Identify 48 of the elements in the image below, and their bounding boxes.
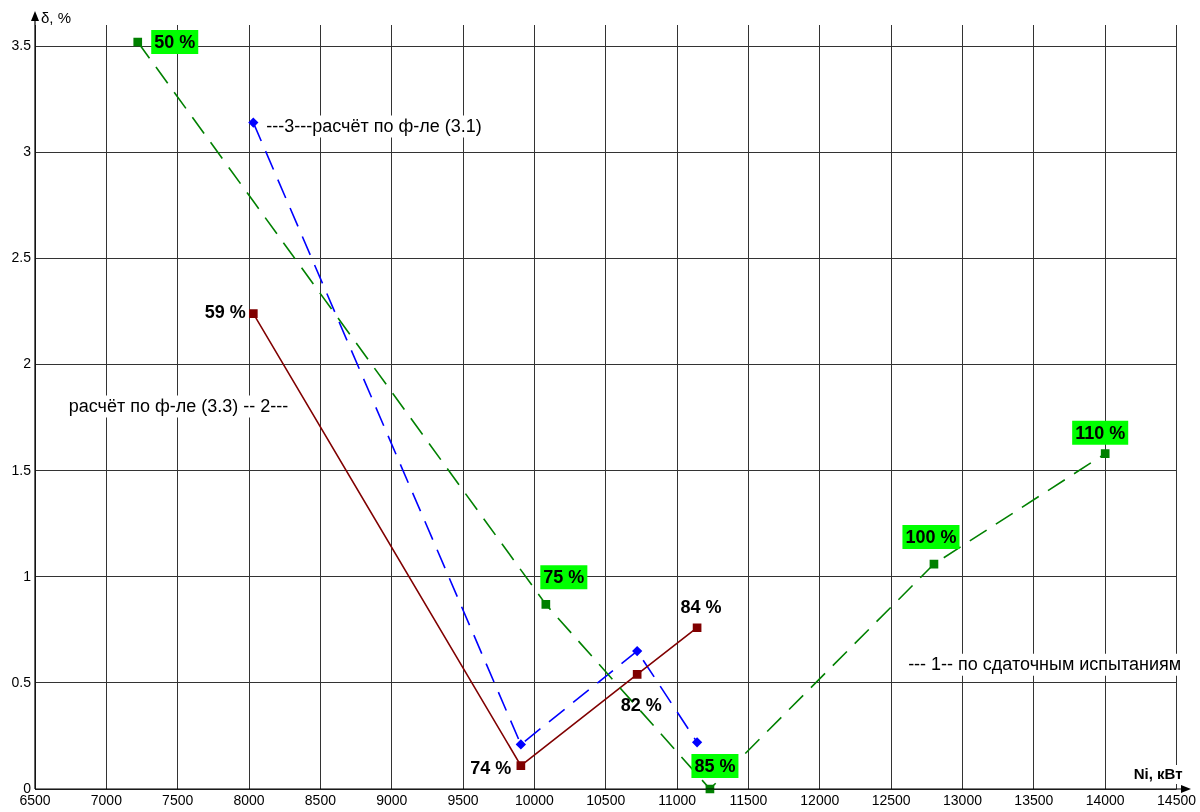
point [516,761,526,770]
x-tick-label: 12000 [800,792,840,809]
annotation: 75 % [543,567,585,588]
x-tick-label: 11500 [729,792,768,809]
y-tick-label: 0.5 [11,673,32,690]
annotation: 110 % [1075,422,1126,443]
y-tick-label: 2 [23,355,32,372]
point [632,670,642,679]
x-tick-label: 10000 [514,792,555,809]
annotation: 59 % [204,301,246,322]
x-tick-label: 12500 [871,792,911,809]
annotation: 84 % [680,596,722,617]
point [541,600,551,609]
x-tick-label: 7500 [162,792,194,809]
x-tick-label: 7000 [90,792,123,809]
x-axis-title: Ni, кВт [1133,765,1183,783]
y-tick-label: 3 [23,143,32,160]
x-tick-label: 9000 [376,792,408,809]
annotation: 74 % [470,757,512,778]
x-tick-label: 9500 [447,792,479,809]
x-tick-label: 8000 [233,792,265,809]
y-tick-label: 1.5 [11,461,32,478]
x-tick-label: 14500 [1157,792,1197,809]
y-tick-label: 3.5 [11,37,32,54]
point [692,623,702,633]
annotation: 100 % [905,527,957,548]
series-label: расчёт по ф-ле (3.3) -- 2--- [68,395,289,416]
point [516,739,526,750]
x-tick-label: 13500 [1014,792,1054,809]
point [248,309,258,318]
y-tick-label: 2.5 [11,249,32,266]
y-tick-label: 1 [23,567,32,584]
x-tick-label: 13000 [943,792,983,809]
point [248,117,259,128]
annotation: 85 % [694,755,736,776]
series-label: ---3---расчёт по ф-ле (3.1) [266,115,482,136]
x-tick-label: 14000 [1085,792,1125,809]
point [692,737,702,748]
x-tick-label: 11000 [658,792,697,809]
point [632,646,642,656]
y-axis-title: δ, % [41,9,72,27]
x-tick-label: 8500 [304,792,337,809]
point [1100,449,1110,459]
x-tick-label: 10500 [586,792,626,809]
annotation: 82 % [620,695,662,716]
text: --- 1-- по сдаточным испытаниям [908,653,1182,674]
annotation: 50 % [154,31,196,52]
point [133,37,143,47]
